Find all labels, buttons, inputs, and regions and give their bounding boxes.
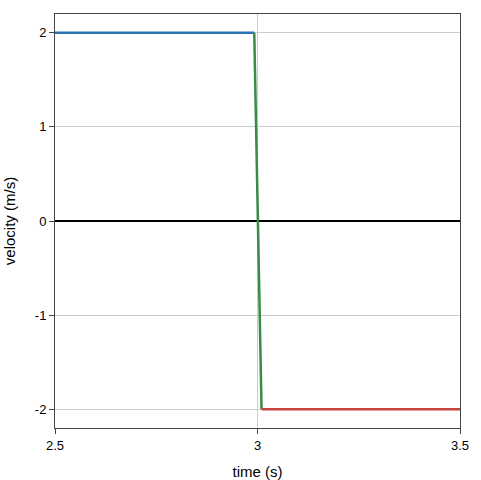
svg-text:-1: -1 bbox=[35, 308, 47, 323]
svg-text:velocity (m/s): velocity (m/s) bbox=[1, 177, 18, 265]
svg-text:-2: -2 bbox=[35, 402, 47, 417]
svg-text:2.5: 2.5 bbox=[46, 438, 64, 453]
svg-text:3.5: 3.5 bbox=[451, 438, 469, 453]
svg-text:time (s): time (s) bbox=[233, 463, 283, 480]
svg-text:0: 0 bbox=[39, 214, 46, 229]
svg-text:1: 1 bbox=[39, 119, 46, 134]
svg-text:2: 2 bbox=[39, 25, 46, 40]
svg-text:3: 3 bbox=[254, 438, 261, 453]
